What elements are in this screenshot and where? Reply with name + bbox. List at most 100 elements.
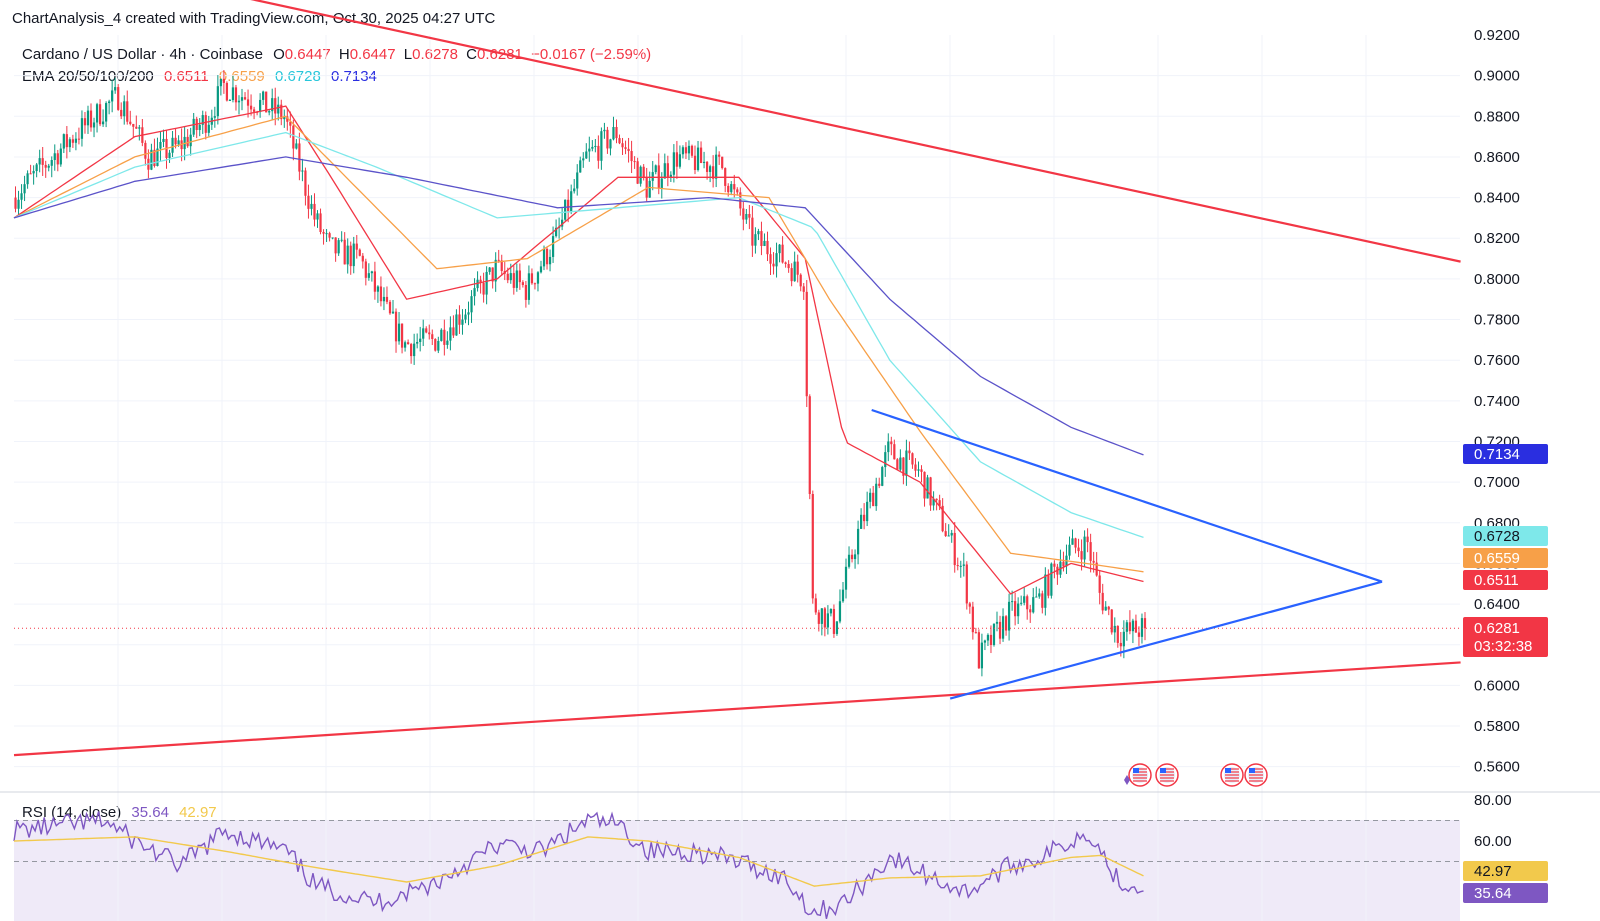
candle-body (108, 101, 111, 104)
candle-body (56, 153, 59, 165)
candle-body (361, 255, 364, 262)
price-tick-label: 0.9000 (1474, 68, 1520, 85)
candle-body (461, 319, 464, 325)
rsi-pane (13, 811, 1460, 919)
candle-body (65, 134, 68, 148)
candle-body (1122, 631, 1125, 647)
triangle-upper-line[interactable] (871, 408, 1383, 583)
candle-body (29, 173, 32, 175)
triangle-lower-line[interactable] (949, 580, 1383, 700)
candle-body (576, 172, 579, 189)
candle-body (92, 122, 96, 128)
candle-body (805, 291, 808, 397)
price-axis[interactable]: 0.9200 0.9000 0.8800 0.8600 0.8400 0.8200 0.80… (1463, 27, 1548, 903)
channel-lines (13, 0, 1461, 757)
candle-body (243, 97, 247, 100)
candle-body (23, 184, 26, 194)
candle-body (289, 121, 292, 126)
candle-body (171, 137, 174, 153)
candle-body (648, 180, 651, 198)
rising-support-line[interactable] (13, 661, 1461, 757)
candle-body (126, 101, 129, 122)
candle-body (971, 606, 974, 633)
rsi-label[interactable]: RSI (14, close) (22, 804, 122, 821)
candle-body (542, 248, 546, 267)
candle-body (530, 273, 534, 284)
svg-text:0.6511: 0.6511 (1474, 572, 1519, 589)
candle-body (355, 243, 358, 250)
low-value: L0.6278 (403, 46, 458, 63)
candle-body (672, 152, 675, 175)
candle-body (887, 441, 890, 453)
us-flag-icon[interactable] (1128, 763, 1152, 787)
candle-body (905, 450, 908, 476)
candle-body (322, 231, 325, 234)
candle-body (358, 249, 361, 256)
event-flags[interactable] (1124, 763, 1268, 787)
symbol-title[interactable]: Cardano / US Dollar · 4h · Coinbase (22, 46, 263, 63)
event-sparkle-icon[interactable] (1124, 775, 1130, 785)
candle-body (808, 396, 811, 495)
ema50-value: 0.6559 (218, 68, 265, 85)
candle-body (1041, 593, 1044, 608)
candle-body (1047, 574, 1050, 596)
candle-body (452, 327, 455, 336)
us-flag-icon[interactable] (1220, 763, 1244, 787)
candle-body (240, 97, 244, 101)
us-flag-icon[interactable] (1155, 763, 1179, 787)
candle-body (385, 296, 389, 302)
candle-body (47, 165, 50, 168)
candle-body (929, 477, 932, 506)
candle-body (201, 115, 204, 125)
price-tick-label: 0.5800 (1474, 718, 1520, 735)
candle-body (349, 245, 352, 267)
candle-body (53, 153, 56, 160)
candle-body (579, 160, 582, 173)
ema-label[interactable]: EMA 20/50/100/200 (22, 68, 154, 85)
candle-body (328, 233, 331, 238)
candle-body (1080, 551, 1083, 560)
candle-body (80, 118, 84, 139)
candle-body (168, 152, 171, 159)
candle-body (853, 554, 857, 560)
us-flag-icon[interactable] (1244, 763, 1268, 787)
candles (14, 70, 1460, 677)
candle-body (379, 286, 383, 302)
candle-body (38, 158, 41, 165)
candle-body (14, 197, 17, 209)
candle-body (506, 273, 509, 281)
candle-body (59, 148, 62, 165)
price-tick-label: 0.8800 (1474, 108, 1520, 125)
candle-body (899, 457, 902, 470)
candle-body (129, 121, 132, 124)
candle-body (228, 100, 232, 102)
candle-body (721, 156, 724, 169)
candle-body (814, 598, 817, 613)
candle-body (953, 532, 956, 566)
candle-body (83, 118, 87, 126)
candle-body (736, 189, 739, 193)
candle-body (564, 199, 567, 220)
candle-body (875, 483, 878, 507)
candle-body (856, 528, 860, 555)
candle-body (621, 143, 624, 148)
candle-body (162, 138, 165, 142)
candle-body (174, 137, 177, 145)
svg-text:0.6281: 0.6281 (1474, 620, 1520, 637)
candle-body (310, 203, 313, 209)
candle-body (760, 231, 763, 246)
candle-body (213, 116, 216, 118)
candle-body (225, 82, 229, 101)
descending-resistance-line[interactable] (14, 0, 1461, 263)
candle-body (105, 103, 108, 122)
candle-body (884, 452, 887, 468)
candle-body (712, 166, 715, 179)
candle-body (1062, 561, 1065, 567)
candle-body (823, 608, 826, 628)
candle-body (446, 340, 449, 345)
candle-body (811, 494, 814, 599)
ema-20-line (13, 105, 1144, 595)
candle-body (515, 270, 518, 288)
candle-body (204, 115, 207, 133)
